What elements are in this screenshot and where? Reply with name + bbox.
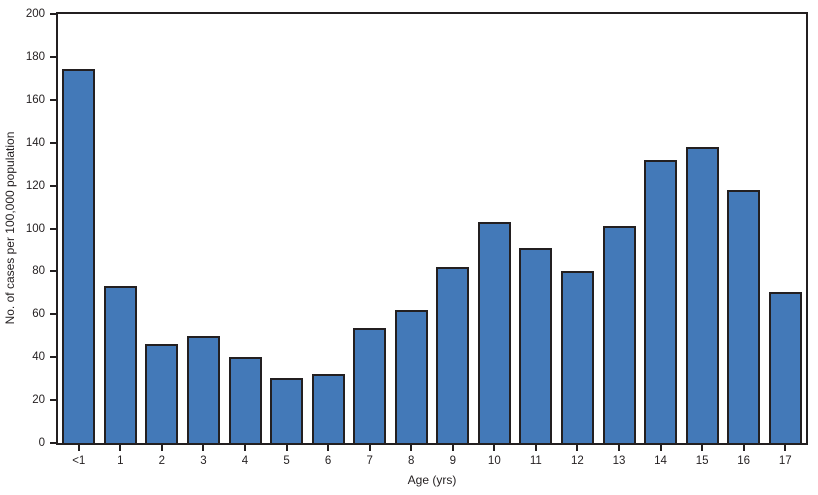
x-tick-mark-15	[701, 445, 704, 451]
y-tick-mark-60	[50, 313, 56, 316]
y-tick-label-200: 200	[25, 8, 45, 20]
y-tick-label-0: 0	[38, 437, 45, 449]
x-tick-label-1: 1	[117, 455, 124, 467]
y-tick-label-40: 40	[32, 351, 45, 364]
x-tick-mark-13	[618, 445, 620, 451]
x-tick-label-13: 13	[612, 455, 626, 467]
x-tick-label-7: 7	[366, 455, 373, 467]
x-tick-mark-8	[410, 445, 413, 451]
bar-age-12	[560, 271, 594, 443]
y-tick-label-20: 20	[32, 394, 45, 407]
x-tick-label-8: 8	[408, 455, 415, 467]
x-tick-label-4: 4	[241, 455, 249, 467]
y-tick-label-80: 80	[32, 265, 45, 278]
x-tick-label-16: 16	[737, 455, 751, 467]
bar-age-11	[519, 248, 553, 443]
bar-age-17	[768, 292, 802, 443]
y-tick-mark-180	[50, 55, 56, 58]
x-tick-mark-4	[244, 445, 246, 451]
x-tick-mark-10	[493, 445, 496, 451]
bar-age-2	[145, 344, 179, 443]
y-tick-mark-160	[50, 98, 56, 101]
x-tick-label-14: 14	[654, 455, 667, 467]
bar-age-4	[228, 357, 262, 443]
x-tick-mark-5	[285, 445, 288, 451]
x-tick-mark-3	[202, 445, 205, 451]
y-tick-label-60: 60	[32, 308, 45, 321]
x-tick-mark-16	[742, 445, 745, 451]
y-tick-label-140: 140	[25, 136, 45, 149]
bar-age-7	[353, 328, 387, 443]
bar-age-14	[644, 160, 678, 443]
x-axis-title: Age (yrs)	[407, 473, 457, 487]
bar-age-6	[311, 374, 345, 443]
x-tick-label-12: 12	[571, 455, 584, 467]
x-tick-mark-14	[659, 445, 662, 451]
x-tick-label-lt1: <1	[72, 455, 86, 467]
y-tick-mark-140	[50, 141, 56, 144]
bar-age-lt1	[62, 69, 96, 443]
x-tick-mark-2	[160, 445, 163, 451]
plot-area	[56, 12, 808, 445]
bar-age-8	[394, 310, 428, 443]
x-tick-label-3: 3	[200, 455, 207, 467]
y-tick-mark-40	[50, 356, 56, 359]
bar-age-15	[685, 147, 719, 443]
x-tick-mark-11	[534, 445, 537, 451]
y-tick-label-180: 180	[25, 50, 45, 63]
x-tick-mark-lt1	[77, 445, 80, 451]
x-tick-label-5: 5	[283, 455, 290, 467]
y-tick-mark-80	[50, 270, 56, 273]
y-tick-label-100: 100	[25, 222, 45, 235]
y-tick-label-160: 160	[25, 93, 45, 106]
y-tick-mark-0	[50, 442, 56, 444]
x-tick-mark-9	[451, 445, 454, 451]
y-tick-mark-200	[50, 13, 56, 15]
x-tick-label-17: 17	[778, 455, 792, 467]
x-tick-label-6: 6	[324, 455, 332, 467]
x-tick-label-15: 15	[695, 455, 709, 467]
x-tick-mark-12	[576, 445, 579, 451]
x-tick-mark-1	[119, 445, 122, 451]
bar-age-9	[436, 267, 470, 443]
y-tick-label-120: 120	[25, 179, 45, 192]
x-tick-mark-17	[784, 445, 787, 451]
x-tick-mark-6	[327, 445, 330, 451]
bar-age-16	[727, 190, 761, 443]
bar-age-5	[270, 378, 304, 443]
bar-age-1	[103, 286, 137, 443]
y-tick-mark-100	[50, 227, 56, 230]
y-tick-mark-20	[50, 399, 56, 402]
x-tick-label-10: 10	[487, 455, 501, 467]
bar-age-13	[602, 226, 636, 443]
y-tick-mark-120	[50, 184, 56, 187]
x-tick-mark-7	[368, 445, 371, 451]
x-tick-label-9: 9	[449, 455, 456, 467]
bar-age-3	[186, 336, 220, 443]
x-tick-label-11: 11	[529, 455, 542, 467]
bar-age-10	[477, 222, 511, 443]
x-tick-label-2: 2	[158, 455, 166, 467]
